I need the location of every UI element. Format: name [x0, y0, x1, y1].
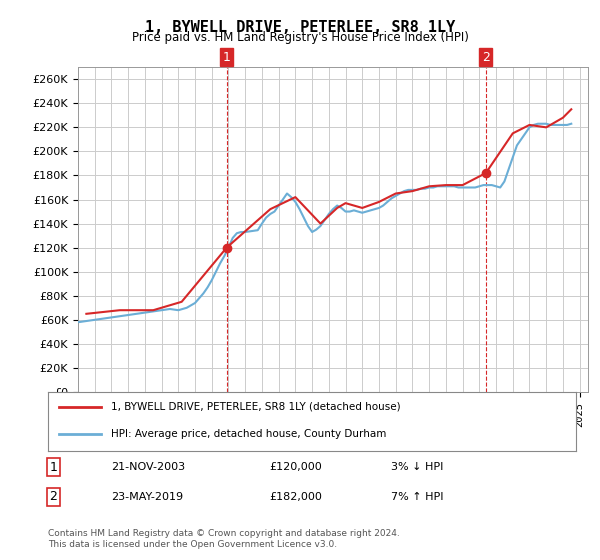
Text: 1, BYWELL DRIVE, PETERLEE, SR8 1LY: 1, BYWELL DRIVE, PETERLEE, SR8 1LY — [145, 20, 455, 35]
Text: Price paid vs. HM Land Registry's House Price Index (HPI): Price paid vs. HM Land Registry's House … — [131, 31, 469, 44]
Text: 21-NOV-2003: 21-NOV-2003 — [112, 462, 185, 472]
Text: 2: 2 — [49, 490, 57, 503]
Text: 1, BYWELL DRIVE, PETERLEE, SR8 1LY (detached house): 1, BYWELL DRIVE, PETERLEE, SR8 1LY (deta… — [112, 402, 401, 412]
Text: 1: 1 — [49, 461, 57, 474]
Text: 3% ↓ HPI: 3% ↓ HPI — [391, 462, 443, 472]
Text: 2: 2 — [482, 51, 490, 64]
Text: £182,000: £182,000 — [270, 492, 323, 502]
Text: 23-MAY-2019: 23-MAY-2019 — [112, 492, 184, 502]
Text: £120,000: £120,000 — [270, 462, 323, 472]
Text: 7% ↑ HPI: 7% ↑ HPI — [391, 492, 444, 502]
Text: HPI: Average price, detached house, County Durham: HPI: Average price, detached house, Coun… — [112, 430, 387, 440]
Text: Contains HM Land Registry data © Crown copyright and database right 2024.
This d: Contains HM Land Registry data © Crown c… — [48, 529, 400, 549]
Text: 1: 1 — [223, 51, 230, 64]
